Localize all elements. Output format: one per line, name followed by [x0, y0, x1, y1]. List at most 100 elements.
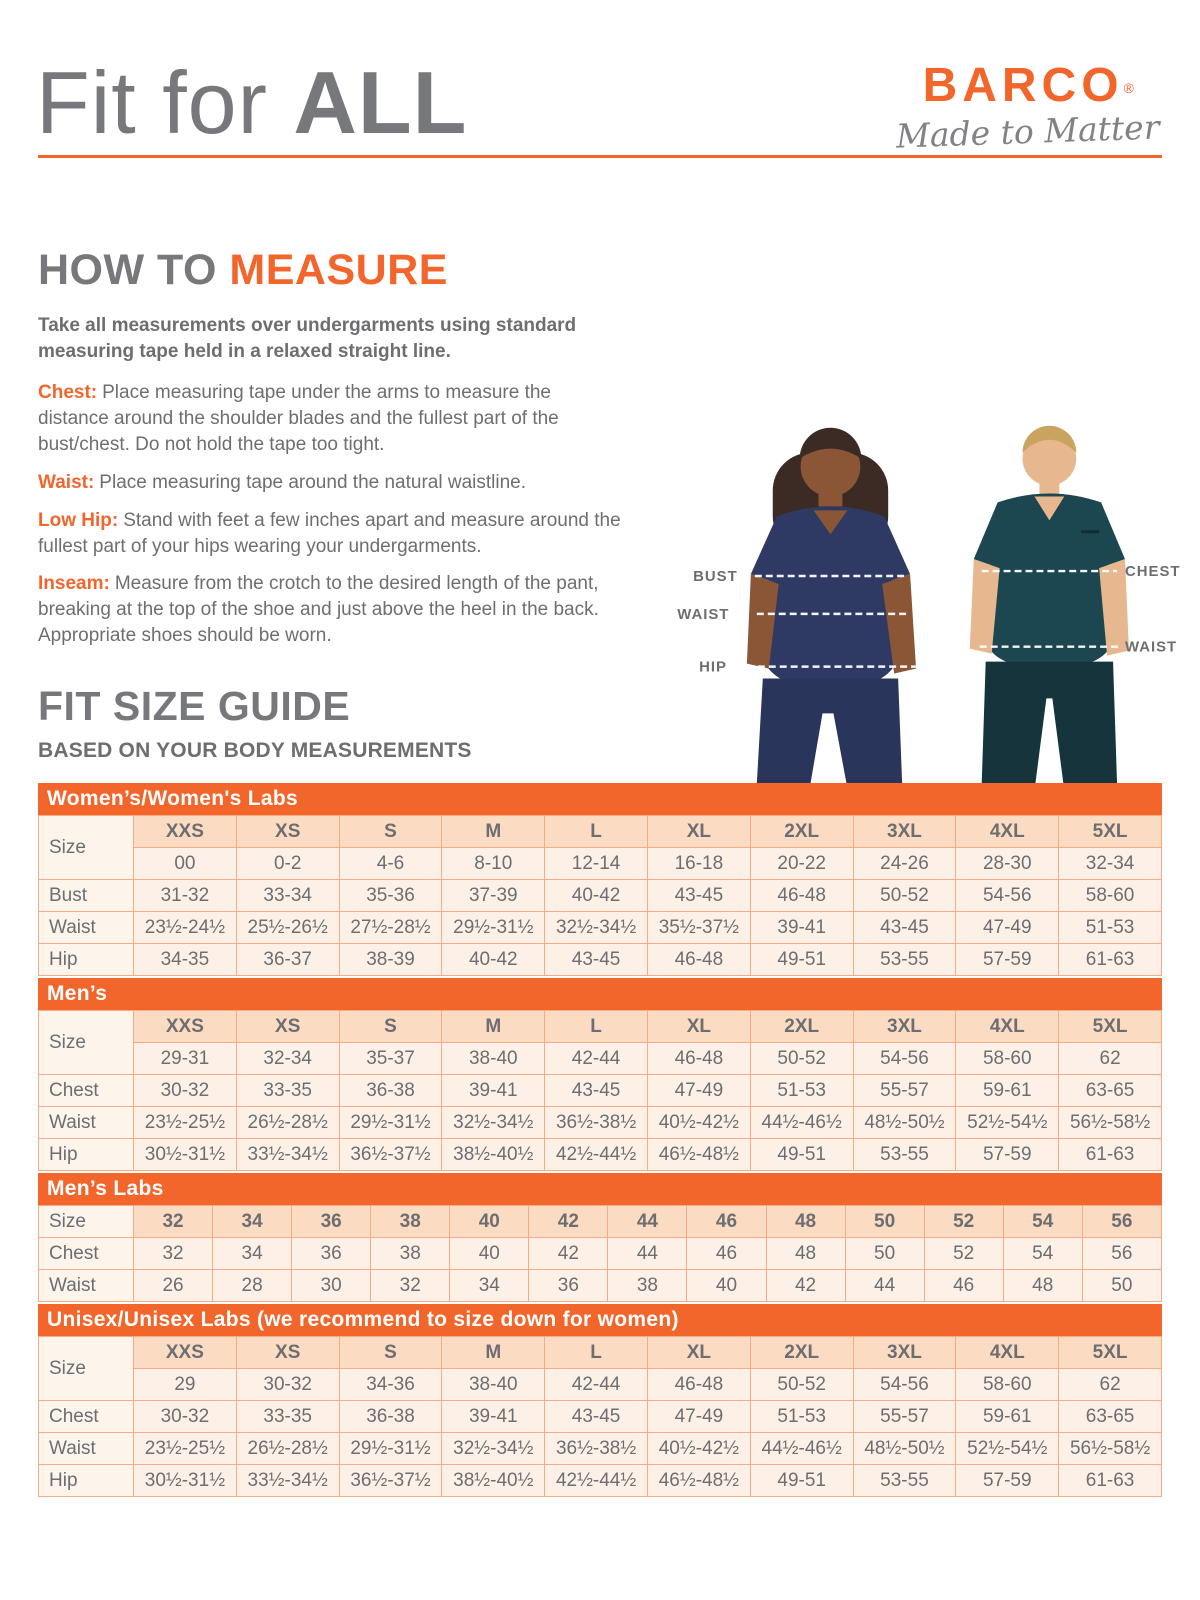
size-header-cell: 42	[528, 1205, 609, 1238]
size-value-cell: 44½-46½	[749, 1106, 854, 1139]
size-value-cell: 27½-28½	[338, 911, 443, 944]
row-label-cell: Bust	[38, 879, 134, 912]
size-number-cell: 38-40	[441, 1042, 546, 1075]
measure-item-low-hip: Low Hip: Stand with feet a few inches apa…	[38, 508, 626, 560]
size-table: Size 32 34 36 38 40 42 44 46 48 50 52 54 56 Chest 32 34 3…	[38, 1205, 1163, 1302]
size-header-cell: S	[338, 1336, 443, 1369]
size-value-cell: 51-53	[749, 1400, 854, 1433]
size-number-cell: 29-31	[133, 1042, 237, 1075]
size-value-cell: 46½-48½	[646, 1138, 751, 1171]
size-value-cell: 57-59	[955, 1138, 1060, 1171]
size-value-cell: 44½-46½	[749, 1432, 854, 1465]
table-row: Hip 34-35 36-37 38-39 40-42 43-45 46-48 49-51 53…	[38, 943, 1162, 976]
measure-item-text: Stand with feet a few inches apart and m…	[38, 509, 621, 557]
size-header-cell: 5XL	[1058, 815, 1162, 848]
size-value-cell: 33-34	[235, 879, 340, 912]
size-value-cell: 48	[1002, 1269, 1083, 1302]
size-value-cell: 36-38	[338, 1400, 443, 1433]
size-header-cell: 5XL	[1058, 1010, 1162, 1043]
row-label-cell: Chest	[38, 1237, 134, 1270]
size-value-cell: 32½-34½	[441, 1106, 546, 1139]
measure-item-text: Measure from the crotch to the desired l…	[38, 573, 599, 647]
size-value-cell: 34-35	[133, 943, 237, 976]
size-number-cell: 12-14	[544, 847, 648, 880]
size-value-cell: 59-61	[955, 1400, 1060, 1433]
size-value-cell: 36½-37½	[338, 1464, 443, 1497]
size-value-cell: 38	[370, 1237, 451, 1270]
size-value-cell: 39-41	[441, 1400, 546, 1433]
brand-logo: BARCO® Made to Matter	[896, 62, 1161, 156]
size-table: Size XXS XS S M L XL 2XL 3XL 4XL 5XL 29-31 32-34 35-3…	[38, 1010, 1162, 1171]
size-value-cell: 35½-37½	[646, 911, 751, 944]
size-value-cell: 59-61	[955, 1074, 1060, 1107]
size-value-cell: 36½-37½	[338, 1138, 443, 1171]
size-value-cell: 33½-34½	[235, 1138, 340, 1171]
size-value-cell: 46	[686, 1237, 767, 1270]
size-number-cell: 38-40	[441, 1368, 546, 1401]
size-table-mens-labs: Men’s Labs Size 32 34 36 38 40 42 44 46 48 50 52 54 56…	[38, 1173, 1163, 1302]
size-value-cell: 23½-25½	[133, 1432, 237, 1465]
size-header-cell: 5XL	[1058, 1336, 1162, 1369]
size-number-cell: 16-18	[646, 847, 751, 880]
heading-orange-part: MEASURE	[229, 246, 448, 294]
row-label-cell: Size	[38, 1205, 134, 1238]
size-value-cell: 52	[923, 1237, 1004, 1270]
table-row: Waist 23½-24½ 25½-26½ 27½-28½ 29½-31½ 32½-34½…	[38, 911, 1162, 944]
size-number-cell: 42-44	[544, 1042, 648, 1075]
size-value-cell: 32	[370, 1269, 451, 1302]
size-value-cell: 53-55	[852, 1138, 957, 1171]
hip-label: HIP	[699, 659, 727, 676]
size-value-cell: 53-55	[852, 1464, 957, 1497]
table-row: Chest 30-32 33-35 36-38 39-41 43-45 47-49 51-53…	[38, 1074, 1162, 1107]
size-header-cell: L	[544, 1336, 648, 1369]
size-header-cell: XL	[646, 1010, 751, 1043]
size-value-cell: 48½-50½	[852, 1432, 957, 1465]
size-header-cell: 38	[370, 1205, 451, 1238]
size-value-cell: 46	[923, 1269, 1004, 1302]
fit-size-guide-header: FIT SIZE GUIDE BASED ON YOUR BODY MEASUR…	[38, 683, 472, 763]
size-value-cell: 30½-31½	[133, 1464, 237, 1497]
measure-item-label: Waist:	[38, 471, 95, 493]
size-header-cell: M	[441, 1010, 546, 1043]
size-value-cell: 48½-50½	[852, 1106, 957, 1139]
size-number-cell: 58-60	[955, 1042, 1060, 1075]
size-table-unisex: Unisex/Unisex Labs (we recommend to size…	[38, 1304, 1162, 1497]
size-value-cell: 50-52	[852, 879, 957, 912]
size-value-cell: 55-57	[852, 1400, 957, 1433]
size-header-cell: 40	[449, 1205, 530, 1238]
size-number-cell: 62	[1058, 1042, 1162, 1075]
brand-tagline: Made to Matter	[895, 107, 1161, 156]
size-number-cell: 32-34	[235, 1042, 340, 1075]
table-row: Waist 23½-25½ 26½-28½ 29½-31½ 32½-34½ 36½-38½…	[38, 1106, 1162, 1139]
size-value-cell: 50	[1081, 1269, 1163, 1302]
size-value-cell: 38	[607, 1269, 688, 1302]
size-number-cell: 29	[133, 1368, 237, 1401]
size-value-cell: 39-41	[441, 1074, 546, 1107]
size-header-cell: XS	[235, 1010, 340, 1043]
table-row: Waist 26 28 30 32 34 36 38 40 42 44 46 48 50	[38, 1269, 1163, 1302]
size-value-cell: 57-59	[955, 943, 1060, 976]
size-value-cell: 32½-34½	[544, 911, 648, 944]
size-value-cell: 30-32	[133, 1400, 237, 1433]
size-value-cell: 39-41	[749, 911, 854, 944]
size-value-cell: 29½-31½	[338, 1106, 443, 1139]
table-row: Hip 30½-31½ 33½-34½ 36½-37½ 38½-40½ 42½-44½ 46…	[38, 1138, 1162, 1171]
size-value-cell: 37-39	[441, 879, 546, 912]
size-value-cell: 26½-28½	[235, 1432, 340, 1465]
size-value-cell: 63-65	[1058, 1074, 1162, 1107]
size-number-cell: 54-56	[852, 1368, 957, 1401]
size-number-cell: 32-34	[1058, 847, 1162, 880]
row-label-cell: Waist	[38, 911, 134, 944]
size-value-cell: 40½-42½	[646, 1106, 751, 1139]
size-value-cell: 61-63	[1058, 943, 1162, 976]
size-value-cell: 42½-44½	[544, 1138, 648, 1171]
size-value-cell: 36	[291, 1237, 372, 1270]
size-value-cell: 23½-25½	[133, 1106, 237, 1139]
row-label-cell: Chest	[38, 1074, 134, 1107]
size-value-cell: 32	[132, 1237, 214, 1270]
size-value-cell: 56½-58½	[1058, 1106, 1162, 1139]
size-value-cell: 42	[765, 1269, 846, 1302]
chest-label: CHEST	[1125, 563, 1181, 580]
size-value-cell: 29½-31½	[338, 1432, 443, 1465]
